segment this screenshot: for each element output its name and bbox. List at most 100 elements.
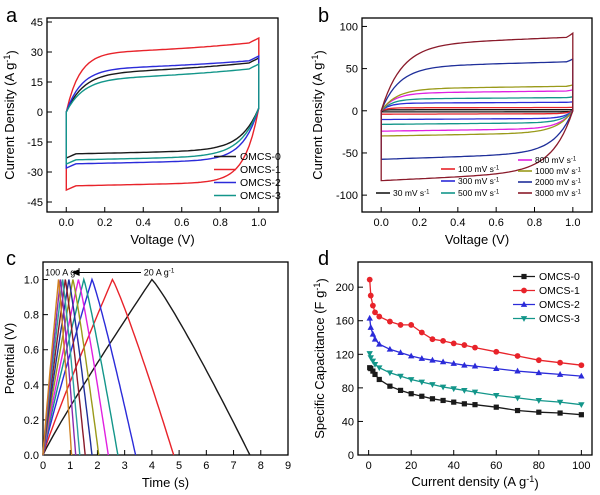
data-point: [376, 376, 382, 383]
data-point: [450, 360, 457, 366]
y-tick-label: 0: [352, 106, 358, 118]
y-tick-label: 15: [31, 77, 43, 89]
y-tick-label: 120: [336, 349, 354, 361]
plot-frame: [361, 17, 593, 213]
panel-d: 0 20 40 60 80 10004080120160200dOMCS-0OMCS-1O…: [312, 248, 593, 491]
data-point: [471, 389, 479, 396]
plot-frame: [42, 261, 289, 456]
cv-curve-rate-0: [380, 108, 574, 113]
legend-label: 3000 mV s-1: [535, 188, 582, 198]
cv-curve-rate-1: [380, 106, 574, 115]
x-tick-label: 0.8: [527, 217, 542, 229]
cv-curve-omcs-0: [65, 56, 260, 160]
gcd-curve-7: [42, 279, 86, 456]
data-point: [514, 395, 521, 402]
y-tick-label: -15: [27, 137, 43, 149]
annotation-label: 20 A g-1: [144, 268, 175, 278]
gcd-curve-1: [42, 277, 175, 456]
data-point: [493, 404, 499, 410]
x-tick-label: 0: [366, 460, 372, 472]
y-tick-label: -30: [27, 167, 43, 179]
gcd-curve-4: [42, 279, 109, 456]
y-tick-label: 80: [342, 383, 354, 395]
legend-label: 300 mV s-1: [458, 176, 500, 186]
x-axis-label: Current density (A g-1): [411, 474, 538, 491]
data-point: [366, 314, 373, 321]
x-tick-label: 1.0: [565, 217, 580, 229]
y-tick-label: 0.4: [24, 380, 39, 392]
data-point: [578, 412, 584, 418]
legend-label: 1000 mV s-1: [535, 166, 582, 176]
data-point: [461, 387, 468, 394]
data-point: [369, 302, 376, 309]
legend-label: OMCS-1: [240, 164, 281, 176]
data-point: [493, 365, 500, 371]
data-point: [397, 322, 404, 328]
legend: OMCS-0 OMCS-1 OMCS-2 OMCS-3: [513, 271, 580, 325]
data-point: [520, 316, 528, 322]
data-point: [418, 379, 426, 386]
y-tick-label: 100: [340, 21, 358, 33]
y-tick-label: 30: [31, 47, 43, 59]
y-axis-label: Potential (V): [2, 323, 17, 395]
legend-label: OMCS-0: [539, 271, 580, 283]
annotation-label: 100 A g-1: [45, 268, 81, 278]
y-tick-label: 40: [342, 416, 354, 428]
panel-letter: a: [6, 5, 18, 27]
legend: 30 mV s-1 100 mV s-1 300 mV s-1 500 mV s-1 8…: [376, 155, 582, 198]
data-point: [372, 309, 378, 316]
x-tick-label: 80: [533, 460, 545, 472]
data-point: [376, 313, 383, 320]
y-tick-label: -50: [342, 148, 358, 160]
data-point: [521, 287, 527, 294]
data-point: [471, 362, 479, 369]
data-point: [514, 407, 521, 414]
data-point: [429, 356, 436, 363]
data-point: [557, 359, 563, 366]
data-point: [440, 397, 446, 404]
data-point: [493, 348, 500, 355]
data-point: [418, 329, 425, 336]
y-tick-label: 0: [348, 450, 354, 462]
data-point: [371, 335, 379, 342]
y-tick-label: -100: [336, 190, 358, 202]
x-tick-label: 100: [572, 460, 590, 472]
x-tick-label: 60: [490, 460, 502, 472]
data-point: [535, 398, 543, 404]
data-point: [461, 342, 468, 348]
data-point: [429, 396, 436, 402]
x-axis-label: Time (s): [142, 475, 189, 490]
data-point: [440, 337, 446, 344]
data-point: [408, 391, 414, 397]
y-tick-label: 45: [31, 17, 43, 29]
cv-curve-rate-4: [380, 89, 574, 132]
x-tick-label: 0.2: [412, 217, 427, 229]
data-point: [578, 402, 585, 409]
data-point: [557, 410, 563, 416]
data-point: [397, 349, 404, 356]
data-point: [521, 273, 527, 280]
legend-label: OMCS-2: [539, 299, 580, 311]
data-point: [369, 330, 377, 337]
data-point: [429, 382, 436, 388]
data-point: [461, 361, 468, 368]
x-tick-label: 20: [405, 460, 417, 472]
x-axis-label: Voltage (V): [130, 232, 194, 247]
legend-label: OMCS-3: [539, 313, 580, 325]
legend-label: 800 mV s-1: [535, 155, 577, 165]
y-axis-label: Current Density (A g-1): [2, 50, 19, 179]
y-tick-label: 0.0: [24, 450, 39, 462]
cv-curve-rate-2: [380, 101, 574, 121]
gcd-curve-2: [42, 277, 137, 456]
x-tick-label: 8: [258, 460, 264, 472]
data-point: [376, 340, 383, 347]
cv-curve-rate-3: [380, 96, 574, 126]
x-tick-label: 4: [149, 460, 155, 472]
data-point: [371, 361, 379, 368]
data-point: [366, 276, 373, 283]
data-point: [493, 393, 500, 399]
x-tick-label: 40: [448, 460, 460, 472]
data-point: [472, 344, 478, 351]
gcd-curve-5: [42, 279, 100, 456]
data-point: [520, 301, 528, 307]
